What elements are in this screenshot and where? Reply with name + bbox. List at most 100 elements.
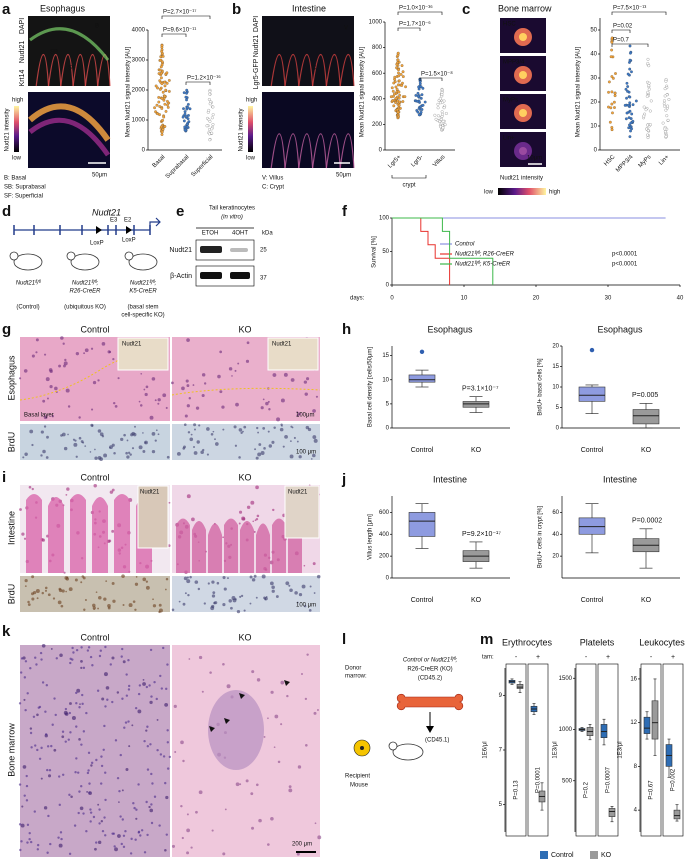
nucleus [234,369,237,372]
nucleus [59,653,63,657]
nucleus [142,682,146,686]
nucleus [46,397,49,400]
colorbar [248,106,253,152]
swarm-dot [160,44,164,47]
nucleus [38,705,42,709]
nucleus [190,846,193,849]
nucleus [43,415,48,420]
nucleus [41,538,46,542]
nucleus [97,429,102,433]
nucleus [122,604,125,607]
nucleus [54,713,57,717]
nucleus [173,704,177,708]
nucleus [60,837,63,841]
nucleus [313,711,317,715]
nucleus [49,385,53,389]
swarm-dot [400,84,404,87]
label: Nudt21 [19,41,26,64]
swarm-dot [163,84,167,88]
nucleus [150,803,153,806]
nucleus [231,375,233,377]
nucleus [153,795,157,798]
nucleus [109,446,111,449]
nucleus [200,450,204,454]
column-label: KO [238,324,251,334]
nucleus [64,358,67,362]
mouse-icon [128,253,158,271]
swarm-dot [420,108,424,111]
mouse-icon [388,741,398,751]
nucleus [148,684,151,687]
nucleus [89,820,92,823]
tam-value: + [536,654,540,661]
nucleus [104,771,107,774]
nucleus [149,808,154,813]
swarm-dot [160,130,164,134]
y-tick-label: 10 [382,377,389,383]
nucleus [20,840,23,843]
micrograph [20,645,170,857]
nucleus [212,430,215,433]
nucleus [238,456,241,459]
villus [114,494,130,573]
nucleus [265,401,269,406]
nucleus [97,840,102,845]
swarm-dot [661,121,665,125]
nucleus [255,485,259,490]
tissue [284,133,300,169]
nucleus [44,710,47,713]
nucleus [80,784,83,788]
swarm-dot [443,123,447,127]
nucleus [312,562,316,566]
protein-label: β-Actin [170,273,192,280]
nucleus [126,455,130,459]
colorbar-label: low [484,190,494,196]
nucleus [140,829,144,832]
tissue [312,53,327,87]
nucleus [18,377,22,380]
nucleus [61,773,65,776]
y-tick-label: 500 [562,778,573,784]
box [600,724,608,738]
nucleus [201,393,205,398]
nucleus [75,757,78,760]
colorbar-label: high [12,98,23,104]
nucleus [53,748,57,752]
nucleus [284,434,288,439]
nucleus [279,427,284,432]
nucleus [164,848,167,852]
label: Bone marrow [6,723,16,777]
nucleus [159,753,163,756]
nucleus [142,678,145,681]
nucleus [69,702,72,705]
nucleus [165,577,169,581]
nucleus [271,589,275,593]
nucleus [116,691,120,694]
swarm-dot [419,105,423,109]
swarm-dot [607,90,610,94]
swarm-dot [161,54,165,58]
nucleus [317,835,322,840]
tissue [284,53,300,87]
legend-text: V: Villus [262,176,283,182]
nucleus [267,400,270,403]
genotype-label: K5-CreER [129,289,157,295]
panel-letter: e [176,203,184,220]
bracket [185,81,211,85]
nucleus [289,588,293,593]
nucleus [122,834,126,837]
nucleus [45,456,49,459]
swarm-dot [396,51,400,55]
nucleus [120,437,124,442]
nucleus [89,655,93,659]
nucleus [18,702,22,705]
nucleus [34,656,37,659]
label: Krt14 [19,70,26,87]
scale-label: 100 μm [296,450,316,456]
nucleus [186,384,190,387]
nucleus [26,692,29,695]
swarm-dot [439,125,443,129]
nucleus [31,487,34,491]
nucleus [89,811,93,814]
